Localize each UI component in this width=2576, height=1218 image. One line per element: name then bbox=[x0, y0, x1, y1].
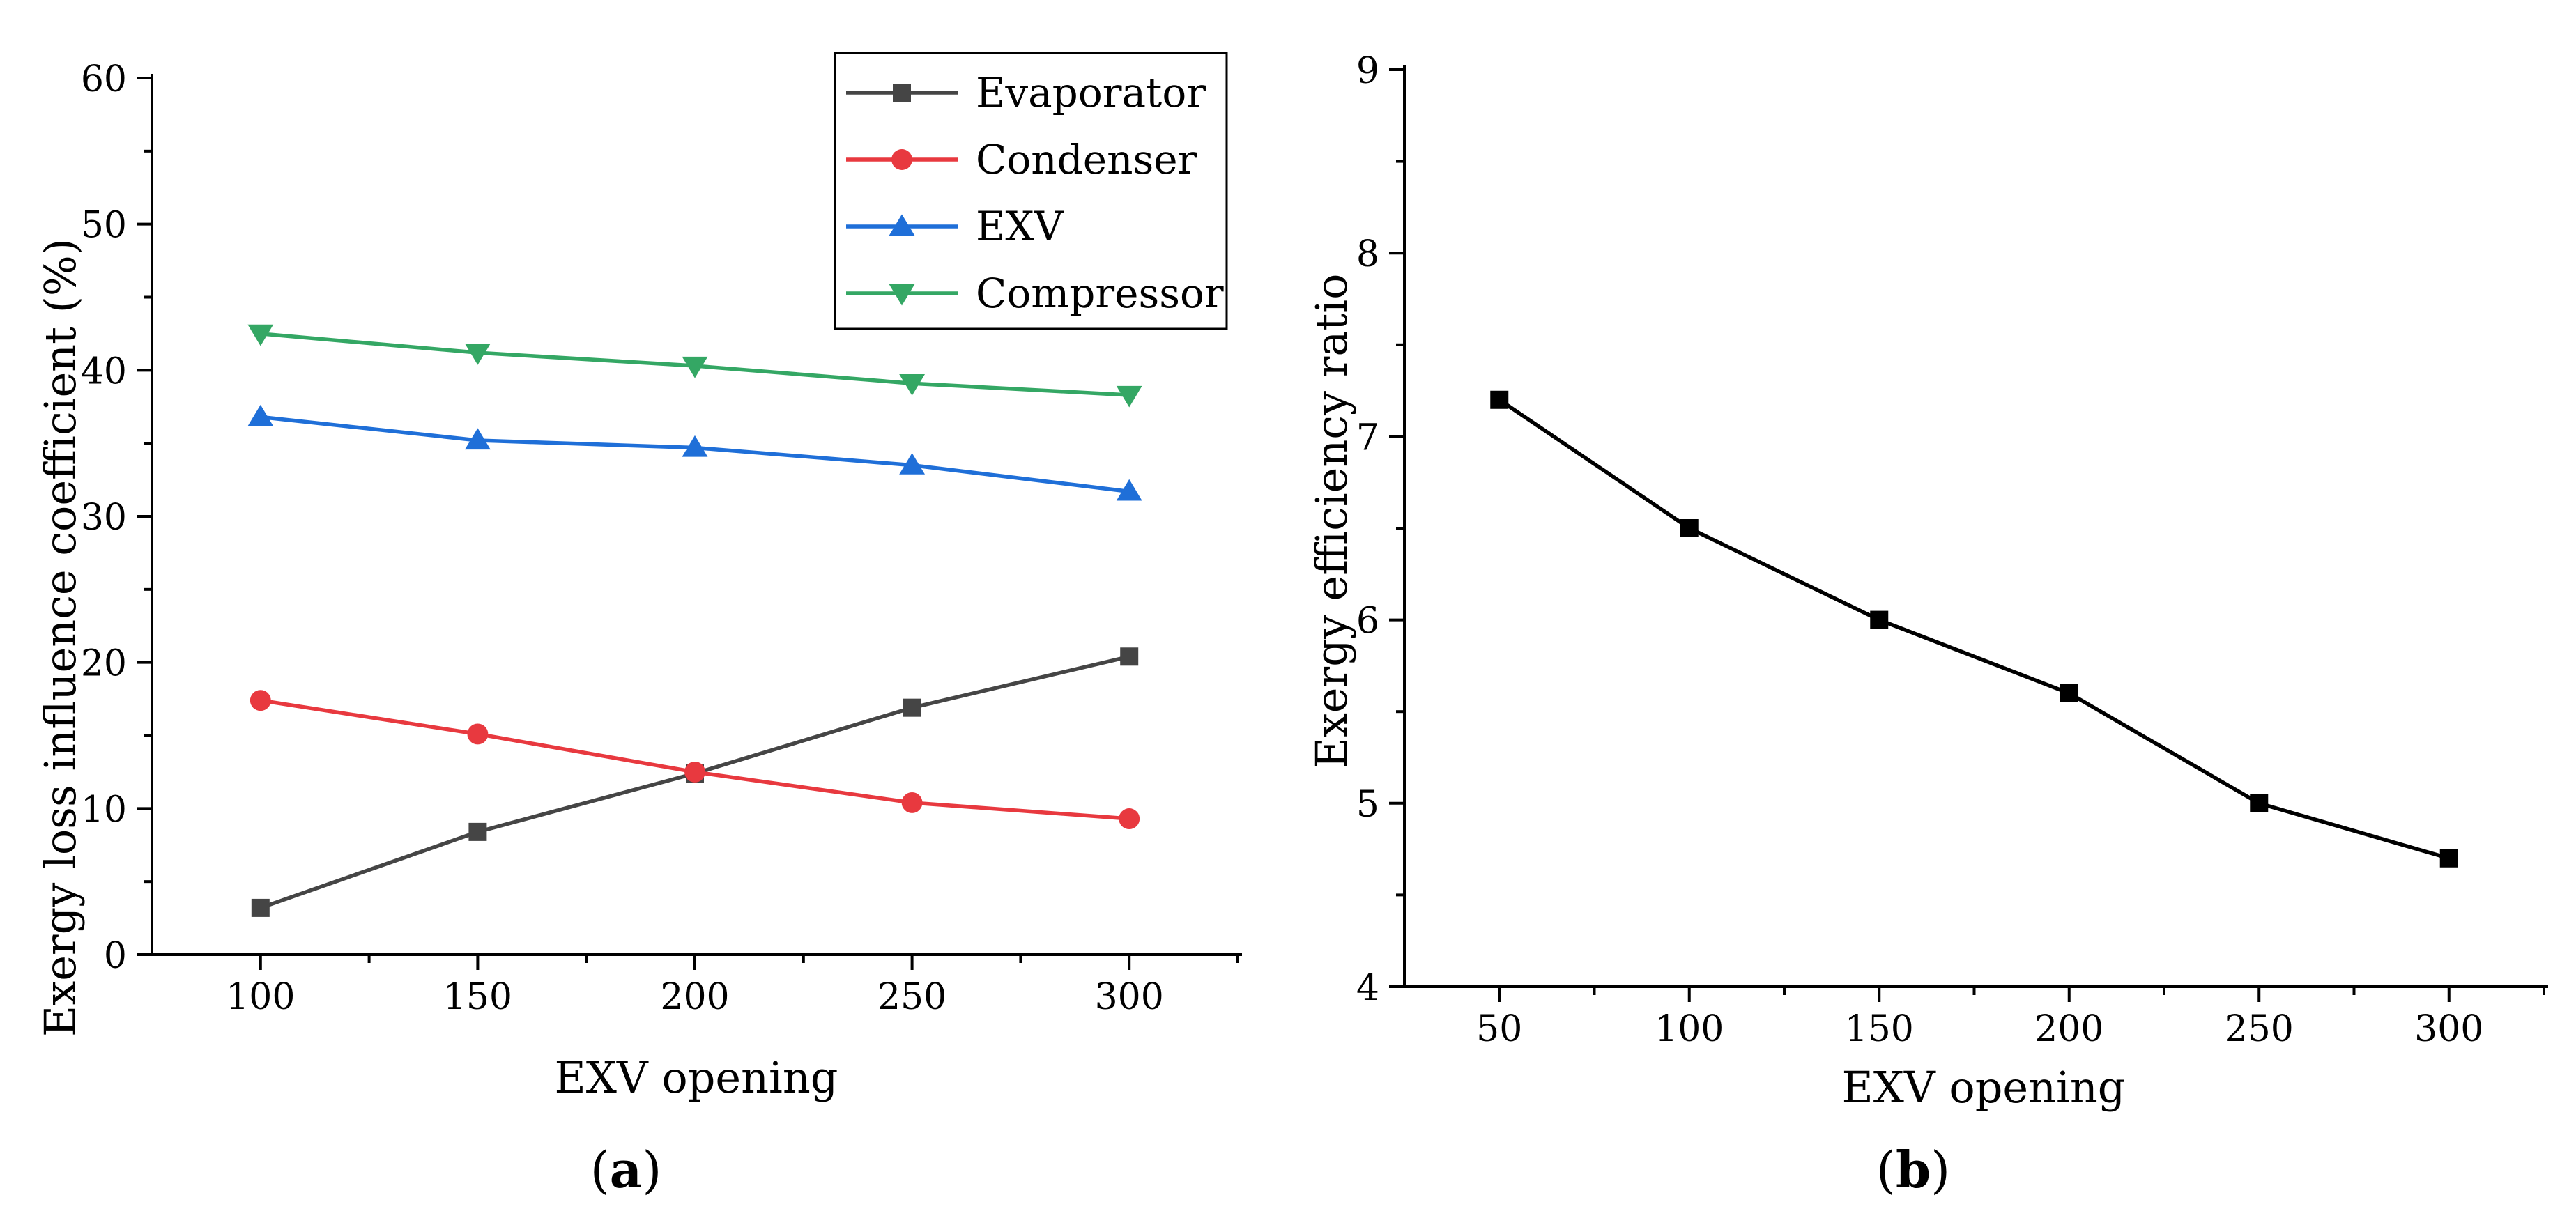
data-point bbox=[899, 374, 926, 396]
y-tick-label: 6 bbox=[1356, 601, 1379, 642]
data-point bbox=[901, 792, 923, 813]
data-point bbox=[2060, 684, 2078, 702]
chart-b-ylabel: Exergy efficiency ratio bbox=[1306, 274, 1357, 769]
y-tick-label: 10 bbox=[81, 789, 127, 831]
data-point bbox=[682, 356, 708, 378]
chart-b-series bbox=[1490, 390, 2458, 868]
series-line-1 bbox=[260, 698, 1130, 821]
y-tick-label: 9 bbox=[1356, 50, 1379, 92]
legend-label: EXV bbox=[976, 203, 1064, 250]
legend-marker bbox=[889, 284, 915, 306]
y-tick-label: 30 bbox=[81, 497, 127, 539]
data-point bbox=[251, 898, 270, 917]
x-tick-label: 150 bbox=[1845, 1008, 1914, 1050]
data-point bbox=[467, 723, 489, 745]
data-point bbox=[682, 435, 708, 457]
legend-marker bbox=[893, 84, 911, 102]
chart-b-xlabel: EXV opening bbox=[1842, 1062, 2126, 1113]
y-tick-label: 0 bbox=[104, 935, 127, 977]
data-point bbox=[684, 761, 705, 783]
chart-a-series bbox=[247, 324, 1142, 917]
data-point bbox=[468, 822, 487, 841]
x-tick-label: 200 bbox=[2034, 1008, 2103, 1050]
chart-panel-a: 0 10 20 30 40 50 60 100 150 200 250 300 EXV opening… bbox=[35, 52, 1242, 1199]
data-point bbox=[2250, 794, 2269, 812]
x-tick-label: 300 bbox=[1095, 976, 1164, 1018]
data-point bbox=[899, 453, 926, 475]
y-tick-label: 20 bbox=[81, 643, 127, 685]
data-point bbox=[1870, 610, 1889, 629]
data-point bbox=[1120, 647, 1139, 666]
chart-a-legend: Evaporator Condenser EXV Compressor bbox=[834, 52, 1228, 330]
data-point bbox=[1119, 808, 1140, 829]
data-point bbox=[247, 324, 274, 346]
y-tick-label: 50 bbox=[81, 205, 127, 247]
chart-a-axes: 0 10 20 30 40 50 60 100 150 200 250 300 bbox=[81, 59, 1242, 1018]
legend-label: Evaporator bbox=[976, 69, 1206, 116]
data-point bbox=[464, 428, 491, 450]
data-point bbox=[2439, 849, 2458, 868]
data-point bbox=[464, 344, 491, 365]
data-point bbox=[903, 698, 921, 717]
y-tick-label: 7 bbox=[1356, 417, 1379, 458]
legend-marker bbox=[891, 149, 912, 170]
data-point bbox=[1116, 385, 1142, 408]
chart-b-axes: 4 5 6 7 8 9 50 100 150 200 250 300 bbox=[1356, 50, 2548, 1050]
x-tick-label: 200 bbox=[660, 976, 729, 1018]
y-tick-label: 5 bbox=[1356, 784, 1379, 826]
data-point bbox=[247, 404, 274, 426]
panel-a-caption-letter: a bbox=[610, 1140, 643, 1199]
y-tick-label: 60 bbox=[81, 59, 127, 100]
panel-b-caption: (b) bbox=[1876, 1140, 1951, 1199]
x-tick-label: 50 bbox=[1476, 1008, 1522, 1050]
chart-panel-b: 4 5 6 7 8 9 50 100 150 200 250 300 EXV opening Exer… bbox=[1306, 50, 2548, 1199]
data-point bbox=[1490, 390, 1509, 409]
chart-a-ylabel: Exergy loss influence coefficient (%) bbox=[35, 238, 86, 1037]
chart-a-xlabel: EXV opening bbox=[555, 1052, 838, 1103]
x-tick-label: 250 bbox=[2225, 1008, 2294, 1050]
x-tick-label: 100 bbox=[226, 976, 295, 1018]
x-tick-label: 100 bbox=[1655, 1008, 1724, 1050]
legend-label: Compressor bbox=[976, 270, 1224, 317]
x-tick-label: 300 bbox=[2414, 1008, 2483, 1050]
y-tick-label: 40 bbox=[81, 350, 127, 392]
series-line-0 bbox=[1498, 398, 2450, 861]
data-point bbox=[1116, 479, 1142, 501]
data-point bbox=[250, 690, 271, 711]
y-tick-label: 8 bbox=[1356, 233, 1379, 275]
x-tick-label: 150 bbox=[443, 976, 512, 1018]
y-tick-label: 4 bbox=[1356, 967, 1379, 1009]
panel-a-caption: (a) bbox=[590, 1140, 662, 1199]
panel-b-caption-letter: b bbox=[1896, 1140, 1931, 1199]
data-point bbox=[1680, 519, 1699, 537]
x-tick-label: 250 bbox=[877, 976, 946, 1018]
legend-label: Condenser bbox=[976, 136, 1197, 183]
legend-marker bbox=[889, 214, 915, 236]
